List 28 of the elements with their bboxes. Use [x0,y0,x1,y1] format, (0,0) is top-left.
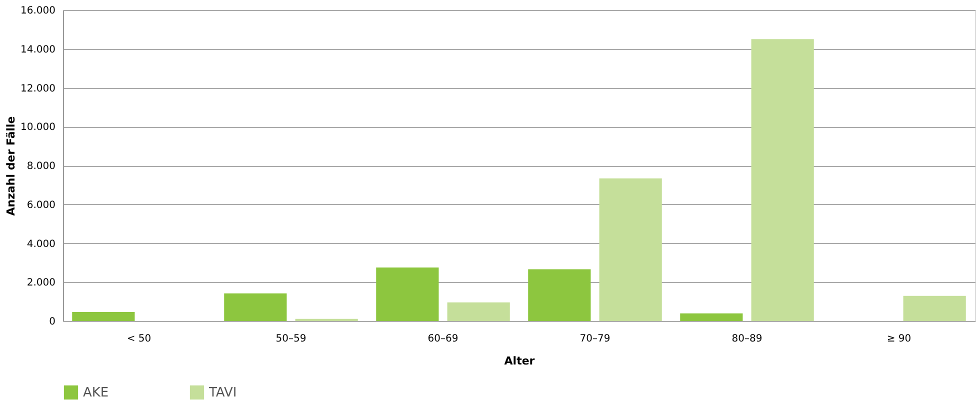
x-tick-label: < 50 [126,334,152,344]
y-tick-label: 6.000 [26,200,56,211]
y-tick-label: 4.000 [26,238,56,250]
bar [751,39,814,321]
x-axis-title: Alter [504,354,536,368]
y-tick-label: 14.000 [20,44,56,56]
legend-label: AKE [83,385,109,400]
y-tick-label: 8.000 [26,161,56,172]
bar [376,268,439,321]
x-tick-label: 50–59 [276,334,306,344]
bar [72,312,135,321]
bar [680,313,743,321]
bar [447,302,510,321]
y-axis-title: Anzahl der Fälle [4,116,18,216]
y-tick-label: 0 [49,316,56,328]
bar [599,178,662,321]
bar [528,269,591,321]
bar [903,296,966,321]
x-tick-label: 80–89 [732,334,762,344]
x-tick-label: ≥ 90 [886,334,912,344]
y-tick-label: 16.000 [20,6,56,16]
y-tick-label: 2.000 [26,278,56,289]
x-tick-label: 70–79 [580,334,610,344]
y-tick-label: 10.000 [20,122,56,134]
legend-label: TAVI [208,385,237,400]
y-tick-label: 12.000 [20,83,56,94]
bar [224,293,287,321]
x-tick-label: 60–69 [428,334,458,344]
